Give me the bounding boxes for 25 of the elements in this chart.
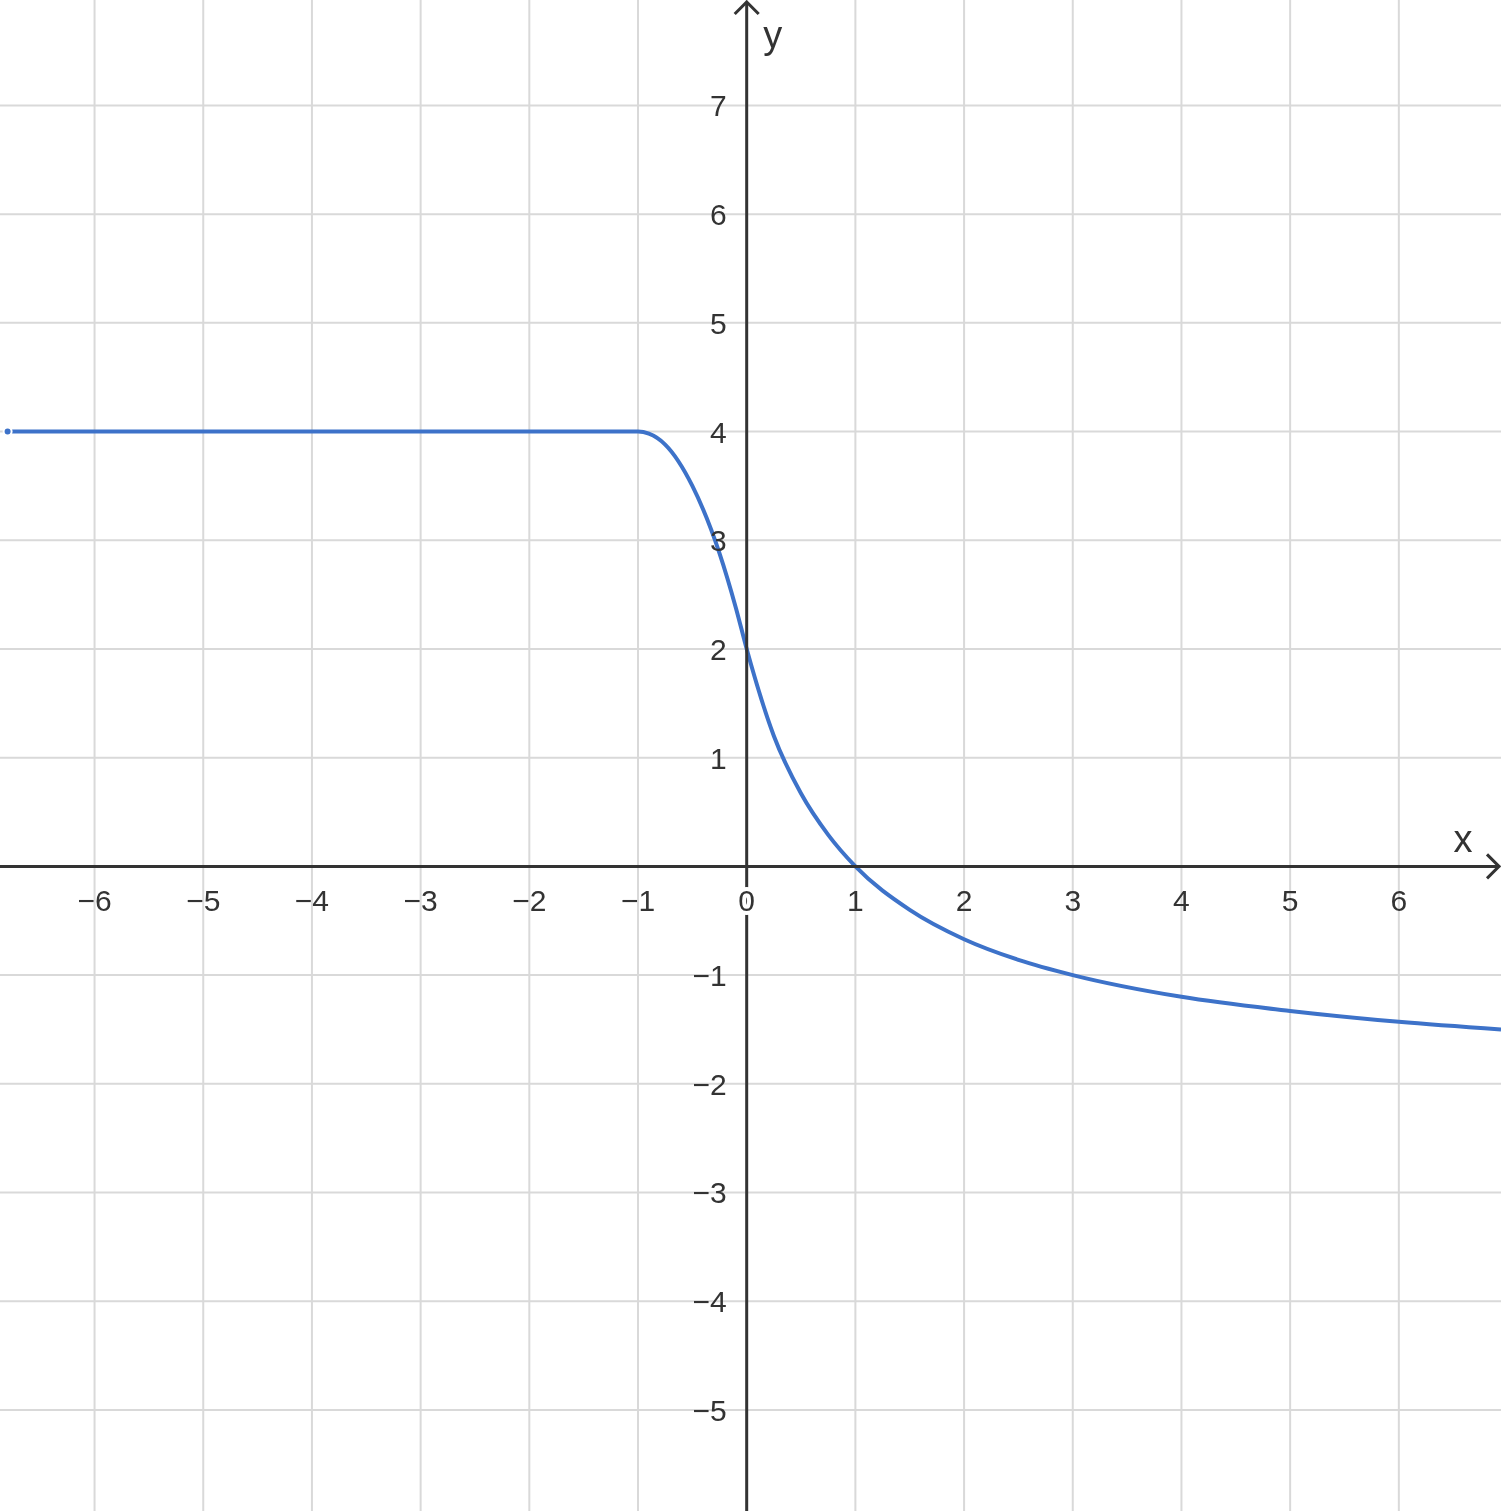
x-tick-label: 4 [1173, 884, 1190, 918]
y-tick-label: 1 [710, 741, 727, 775]
y-tick-label: 2 [710, 632, 727, 666]
x-tick-label: −4 [294, 884, 330, 918]
x-tick-label: −5 [186, 884, 221, 918]
x-tick-label: −1 [620, 884, 656, 918]
x-tick-label: 2 [955, 884, 973, 918]
y-tick-label: −3 [692, 1176, 727, 1210]
y-tick-label: 5 [710, 306, 727, 340]
y-tick-label: 6 [710, 198, 727, 232]
x-tick-label: 5 [1281, 884, 1299, 918]
y-tick-label: −5 [692, 1393, 727, 1427]
x-tick-label: −6 [77, 884, 112, 918]
y-tick-label: −2 [692, 1067, 727, 1101]
y-tick-label: −1 [692, 959, 727, 993]
y-tick-label: 4 [710, 415, 727, 449]
x-tick-label: 3 [1064, 884, 1082, 918]
y-tick-label: 7 [710, 89, 727, 123]
x-tick-label: 6 [1390, 884, 1408, 918]
y-tick-label: −4 [692, 1285, 727, 1319]
x-tick-label: −3 [403, 884, 438, 918]
x-axis-title: x [1453, 818, 1473, 861]
y-axis-title: y [763, 14, 783, 56]
x-tick-label: 1 [847, 884, 864, 918]
x-tick-label: −2 [512, 884, 547, 918]
